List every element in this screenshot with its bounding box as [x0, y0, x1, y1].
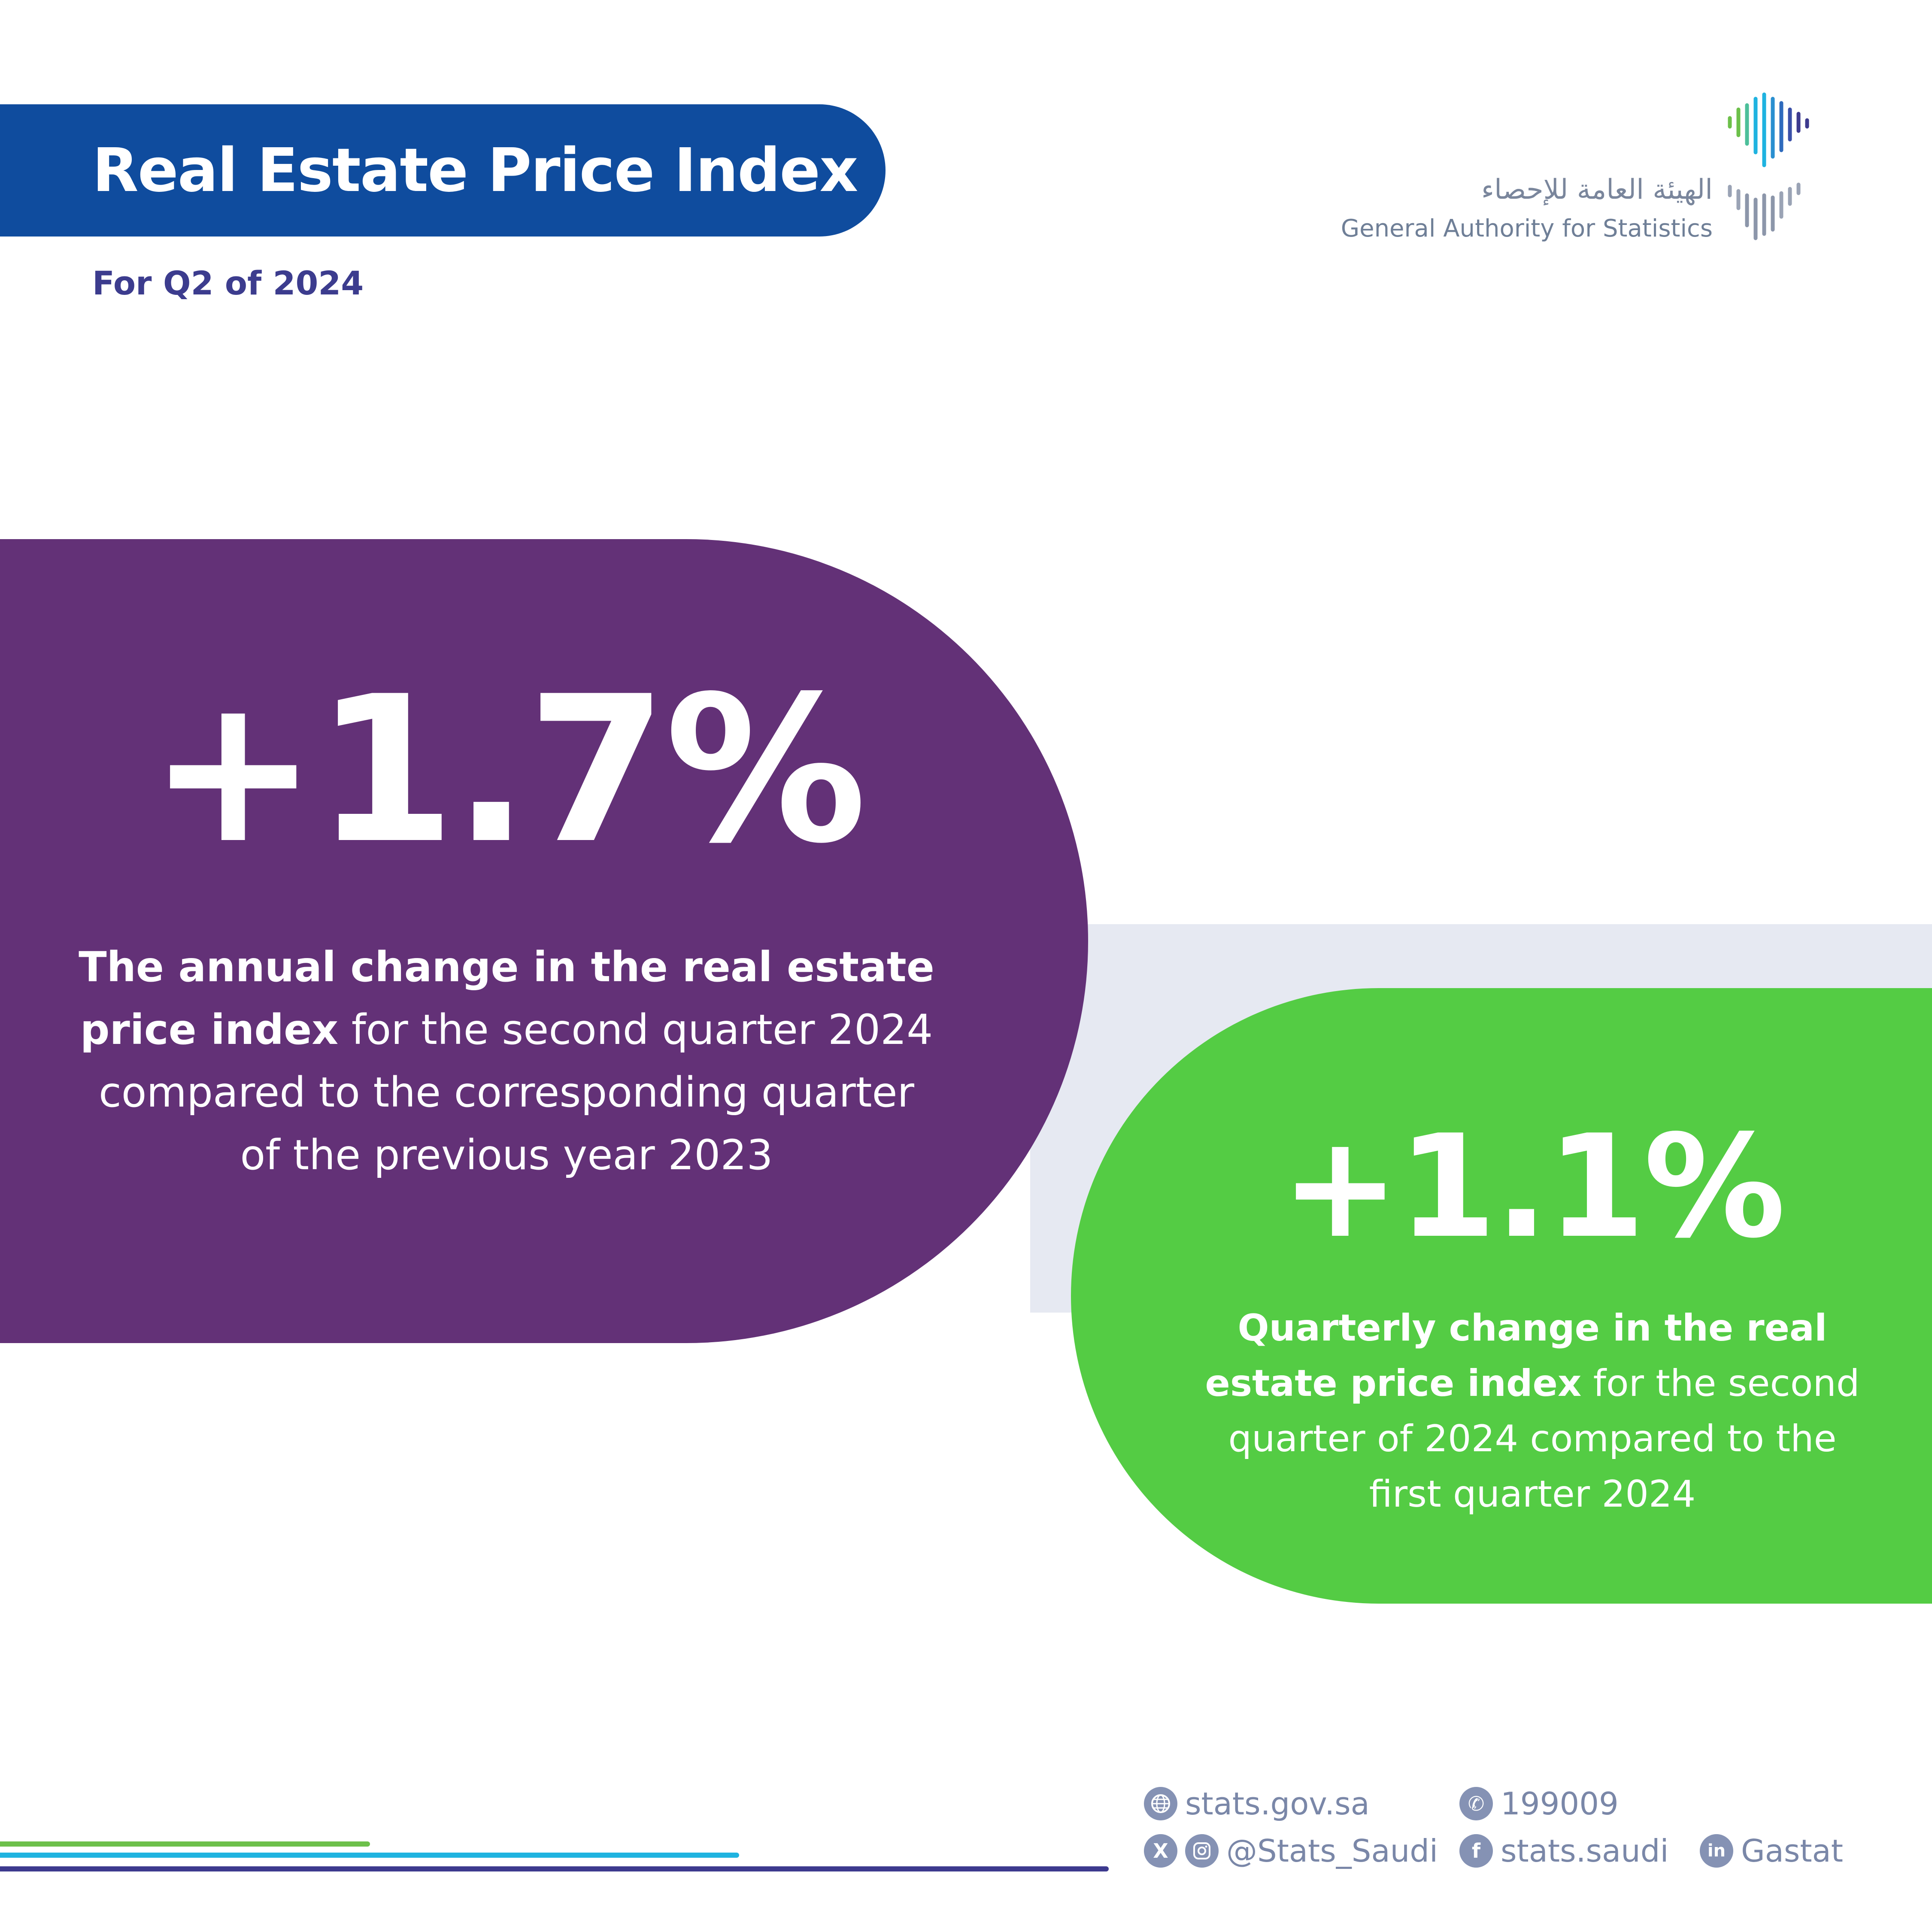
- x-icon: X: [1144, 1834, 1177, 1868]
- phone-text: 199009: [1501, 1786, 1619, 1822]
- annual-change-value: +1.7%: [149, 653, 867, 888]
- title-banner: Real Estate Price Index: [0, 104, 886, 237]
- footer-facebook[interactable]: f stats.saudi: [1459, 1833, 1668, 1869]
- decorative-line-blue: [0, 1853, 739, 1858]
- quarterly-change-card: [1071, 988, 1932, 1604]
- gastat-logo-icon: [1728, 92, 1809, 240]
- page-title: Real Estate Price Index: [92, 135, 858, 206]
- instagram-icon: [1185, 1834, 1219, 1868]
- quarterly-change-value: +1.1%: [1281, 1104, 1786, 1269]
- facebook-text: stats.saudi: [1501, 1833, 1669, 1869]
- globe-icon: [1144, 1787, 1177, 1820]
- logo-arabic-text: الهيئة العامة للإحصاء: [1481, 174, 1713, 206]
- annual-desc-rest: for the second quarter 2024 compared to …: [98, 1006, 933, 1179]
- linkedin-icon: in: [1700, 1834, 1733, 1868]
- decorative-line-green: [0, 1841, 370, 1847]
- quarterly-change-description: Quarterly change in the real estate pric…: [1198, 1301, 1867, 1522]
- gastat-logo: الهيئة العامة للإحصاء General Authority …: [1341, 88, 1854, 251]
- annual-change-card: [0, 539, 1088, 1343]
- annual-change-description: The annual change in the real estate pri…: [73, 936, 940, 1186]
- footer-linkedin[interactable]: in Gastat: [1700, 1833, 1843, 1869]
- footer-phone[interactable]: ✆ 199009: [1459, 1786, 1619, 1822]
- social-handle-text: @Stats_Saudi: [1226, 1833, 1438, 1869]
- page-subtitle: For Q2 of 2024: [92, 264, 364, 302]
- website-text: stats.gov.sa: [1185, 1786, 1370, 1822]
- phone-icon: ✆: [1459, 1787, 1493, 1820]
- decorative-line-navy: [0, 1866, 1109, 1871]
- linkedin-text: Gastat: [1741, 1833, 1844, 1869]
- footer-social[interactable]: X @Stats_Saudi: [1144, 1833, 1438, 1869]
- quarterly-desc-rest: for the second quarter of 2024 compared …: [1228, 1362, 1860, 1516]
- facebook-icon: f: [1459, 1834, 1493, 1868]
- quarterly-desc-bold: Quarterly change in the real estate pric…: [1205, 1307, 1827, 1405]
- logo-english-text: General Authority for Statistics: [1341, 215, 1713, 243]
- annual-desc-bold: The annual change in the real estate pri…: [79, 943, 934, 1054]
- footer-website[interactable]: stats.gov.sa: [1144, 1786, 1370, 1822]
